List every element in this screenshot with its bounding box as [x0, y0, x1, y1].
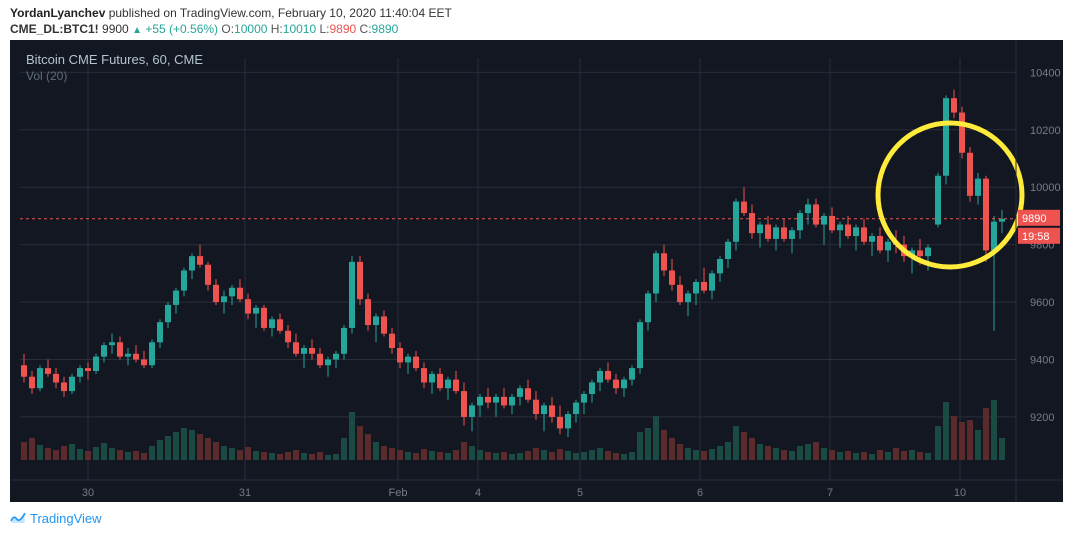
ohlc-o-label: O:: [221, 22, 234, 36]
svg-text:5: 5: [577, 487, 583, 499]
tradingview-brand: TradingView: [30, 511, 102, 526]
svg-text:19:58: 19:58: [1022, 231, 1050, 243]
svg-text:10000: 10000: [1030, 182, 1061, 194]
svg-text:Feb: Feb: [389, 487, 408, 499]
ohlc-c-value: 9890: [372, 22, 399, 36]
ohlc-h-value: 10010: [283, 22, 316, 36]
svg-text:Vol (20): Vol (20): [26, 69, 67, 83]
publish-header: YordanLyanchev published on TradingView.…: [0, 0, 1073, 22]
svg-text:10200: 10200: [1030, 125, 1061, 137]
chart-container[interactable]: 92009400960098001000010200104003031Feb45…: [10, 40, 1063, 502]
author-name: YordanLyanchev: [10, 6, 105, 20]
footer: TradingView: [0, 506, 1073, 535]
last-price: 9900: [102, 22, 129, 36]
svg-text:4: 4: [475, 487, 481, 499]
svg-text:Bitcoin CME Futures, 60, CME: Bitcoin CME Futures, 60, CME: [26, 52, 203, 67]
up-arrow-icon: ▲: [132, 25, 142, 36]
ohlc-l-label: L:: [319, 22, 329, 36]
ohlc-l-value: 9890: [330, 22, 357, 36]
svg-text:6: 6: [697, 487, 703, 499]
tradingview-logo-icon: [10, 510, 26, 527]
price-change: +55 (+0.56%): [145, 22, 218, 36]
svg-text:30: 30: [82, 487, 94, 499]
svg-text:10: 10: [954, 487, 966, 499]
publish-text: published on TradingView.com, February 1…: [105, 6, 451, 20]
svg-text:31: 31: [239, 487, 251, 499]
svg-text:10400: 10400: [1030, 67, 1061, 79]
svg-text:9200: 9200: [1030, 412, 1054, 424]
svg-text:9600: 9600: [1030, 297, 1054, 309]
ohlc-o-value: 10000: [234, 22, 267, 36]
ticker-row: CME_DL:BTC1! 9900 ▲ +55 (+0.56%) O:10000…: [0, 22, 1073, 40]
svg-text:9890: 9890: [1022, 213, 1046, 225]
symbol: CME_DL:BTC1!: [10, 22, 99, 36]
ohlc-h-label: H:: [271, 22, 283, 36]
svg-text:7: 7: [827, 487, 833, 499]
ohlc-c-label: C:: [360, 22, 372, 36]
candlestick-chart[interactable]: 92009400960098001000010200104003031Feb45…: [10, 40, 1063, 502]
svg-text:9400: 9400: [1030, 355, 1054, 367]
